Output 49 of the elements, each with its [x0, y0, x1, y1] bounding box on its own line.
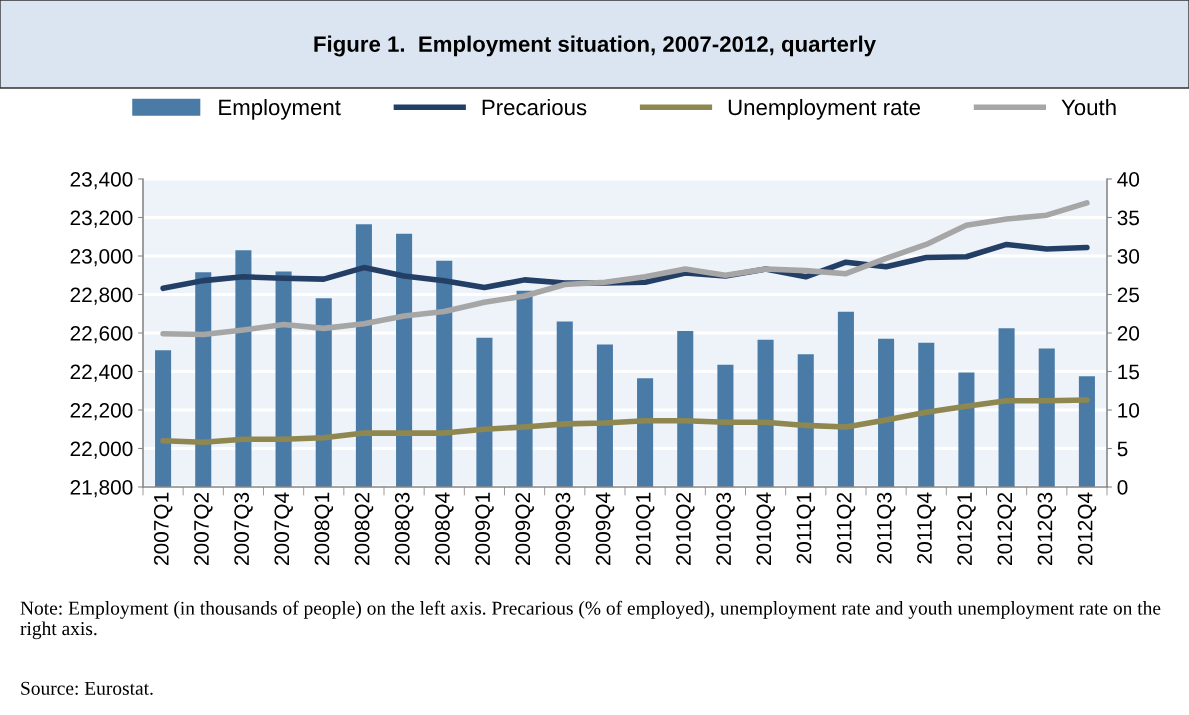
x-tick-label: 2008Q1	[314, 492, 334, 565]
x-tick-label: 2012Q2	[997, 492, 1016, 565]
x-tick-label: 2009Q1	[475, 492, 494, 565]
x-tick-label: 2011Q4	[917, 492, 936, 564]
y-tick-label: 22,800	[70, 287, 133, 305]
x-tick-label: 2008Q4	[435, 492, 454, 565]
x-tick-label: 2012Q4	[1077, 492, 1097, 565]
y2-tick-label: 30	[1117, 249, 1140, 264]
y2-tick-label: 10	[1118, 403, 1140, 418]
y2-tick-label: 35	[1117, 210, 1140, 226]
y2-tick-label: 20	[1117, 326, 1140, 341]
x-tick-label: 2007Q1	[153, 492, 173, 565]
y-tick-label: 23,200	[70, 210, 133, 228]
x-tick-label: 2008Q2	[354, 492, 374, 565]
x-tick-label: 2010Q3	[716, 492, 735, 565]
x-tick-label: 2012Q3	[1037, 492, 1057, 565]
x-tick-label: 2009Q4	[595, 492, 615, 565]
x-tick-label: 2009Q2	[515, 492, 534, 565]
legend-label: Precarious	[482, 98, 587, 116]
y-tick-label: 22,000	[70, 441, 133, 459]
y-tick-label: 23,400	[70, 172, 133, 190]
x-tick-label: 2009Q3	[555, 492, 575, 565]
x-tick-label: 2010Q4	[756, 492, 775, 565]
x-tick-label: 2011Q2	[836, 492, 856, 564]
y2-tick-label: 5	[1117, 441, 1128, 457]
chart-title: Figure 1. Employment situation, 2007-2012, quarterly	[314, 35, 876, 57]
x-tick-label: 2007Q4	[274, 492, 293, 565]
y-tick-label: 22,200	[70, 403, 133, 421]
y-tick-label: 21,800	[70, 480, 133, 498]
x-tick-label: 2010Q2	[676, 492, 695, 565]
y-tick-label: 22,600	[70, 326, 133, 344]
legend-label: Unemployment rate	[728, 98, 921, 120]
y2-tick-label: 40	[1117, 172, 1140, 187]
x-tick-label: 2011Q1	[796, 492, 816, 564]
text: Note: Employment (in thousands of people) on the left axis. Precarious (% of employed), unemployment rate and youth unemployment rate on the right axis.	[20, 600, 1161, 640]
y-tick-label: 22,400	[70, 364, 133, 382]
y2-tick-label: 0	[1117, 480, 1128, 495]
legend-label: Employment	[219, 98, 341, 120]
x-tick-label: 2007Q2	[194, 492, 213, 565]
legend-label: Youth	[1061, 98, 1116, 116]
y-tick-label: 23,000	[70, 249, 133, 267]
x-tick-label: 2010Q1	[635, 492, 655, 565]
y2-tick-label: 15	[1118, 364, 1140, 380]
y2-tick-label: 25	[1117, 287, 1140, 303]
x-tick-label: 2012Q1	[957, 492, 976, 565]
source-note: Source: Eurostat.	[21, 681, 153, 695]
x-tick-label: 2007Q3	[234, 492, 253, 565]
x-tick-label: 2011Q3	[876, 492, 896, 564]
x-tick-label: 2008Q3	[394, 492, 414, 565]
